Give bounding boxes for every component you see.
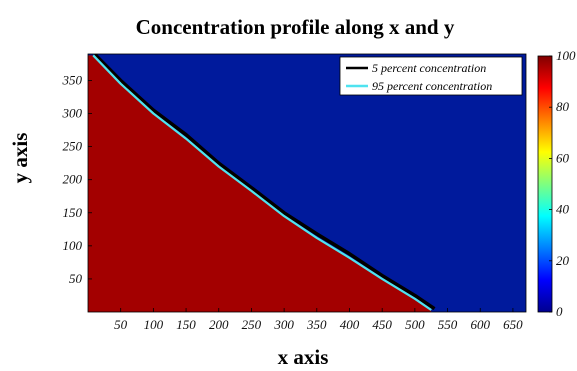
colorbar-tick-label: 20	[556, 253, 570, 268]
colorbar: 0 20 40 60 80 100	[537, 48, 576, 319]
y-axis-label: y axis	[8, 133, 32, 184]
colorbar-tick-label: 60	[556, 150, 570, 165]
x-tick-label: 250	[242, 317, 262, 332]
y-axis: 50 100 150 200 250 300 350	[62, 72, 92, 286]
series-line-95-percent	[92, 54, 432, 311]
x-tick-label: 550	[438, 317, 458, 332]
y-tick-label: 150	[63, 205, 83, 220]
y-tick-label: 200	[63, 172, 83, 187]
legend-label-5-percent: 5 percent concentration	[372, 61, 486, 75]
x-axis: 50 100 150 200 250 300 350 400 450 500 550 600 650	[114, 308, 523, 332]
plot-frame	[87, 53, 527, 313]
y-tick-label: 50	[69, 271, 83, 286]
colorbar-tick-label: 0	[556, 304, 563, 319]
y-tick-label: 100	[63, 238, 83, 253]
series-line-5-percent	[93, 54, 436, 311]
y-tick-label: 350	[62, 72, 83, 87]
x-tick-label: 400	[340, 317, 360, 332]
legend-box	[339, 56, 523, 96]
x-tick-label: 500	[405, 317, 425, 332]
x-tick-label: 200	[209, 317, 229, 332]
y-tick-label: 250	[63, 139, 83, 154]
x-tick-label: 100	[144, 317, 164, 332]
y-tick-label: 300	[62, 106, 83, 121]
x-axis-label: x axis	[278, 345, 329, 369]
x-tick-label: 300	[273, 317, 294, 332]
legend-label-95-percent: 95 percent concentration	[372, 79, 492, 93]
plot-area	[88, 54, 526, 312]
colorbar-tick-label: 80	[556, 99, 570, 114]
x-tick-label: 50	[114, 317, 128, 332]
x-tick-label: 150	[176, 317, 196, 332]
colorbar-gradient	[537, 55, 553, 313]
x-tick-label: 350	[306, 317, 327, 332]
x-tick-label: 450	[372, 317, 392, 332]
high-concentration-region	[88, 55, 432, 312]
colorbar-tick-label: 100	[556, 48, 576, 63]
x-tick-label: 650	[503, 317, 523, 332]
colorbar-tick-label: 40	[556, 202, 570, 217]
legend: 5 percent concentration 95 percent conce…	[339, 56, 523, 96]
chart-title: Concentration profile along x and y	[136, 15, 455, 39]
x-tick-label: 600	[470, 317, 490, 332]
